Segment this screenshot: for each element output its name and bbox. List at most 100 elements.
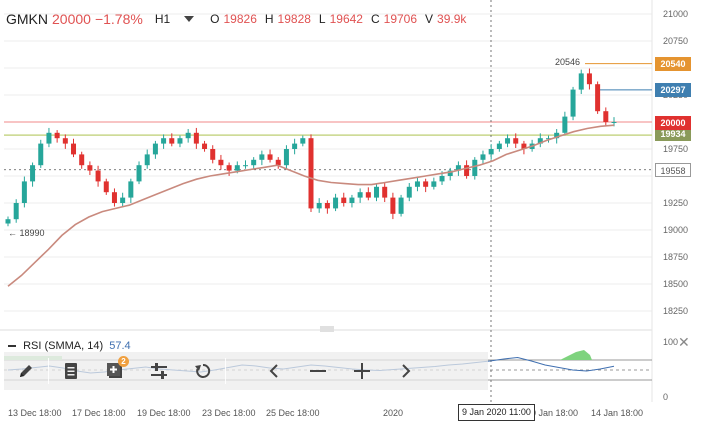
time-tick: 17 Dec 18:00 — [72, 408, 126, 418]
mid-level-badge: 20297 — [655, 83, 691, 97]
candle-body — [365, 192, 371, 198]
candle-body — [242, 165, 248, 167]
candle-body — [21, 181, 27, 203]
price-tick: 20750 — [663, 36, 689, 46]
candle-body — [513, 138, 519, 144]
candle-body — [13, 203, 19, 220]
candle-body — [38, 143, 44, 166]
volume-value: 39.9k — [437, 12, 467, 26]
close-icon[interactable]: ✕ — [678, 334, 690, 350]
candle-body — [357, 192, 363, 198]
time-tick: 25 Dec 18:00 — [266, 408, 320, 418]
rsi-axis-bottom: 0 — [663, 392, 669, 402]
candle-body — [414, 181, 420, 187]
toolbar-divider — [48, 358, 49, 384]
candle-body — [210, 149, 216, 160]
candle-body — [431, 181, 437, 187]
candle-body — [161, 138, 167, 144]
hidden-level-badge: 19934 — [655, 127, 691, 141]
settings-sliders-icon[interactable] — [141, 356, 177, 386]
candle-body — [193, 132, 199, 144]
open-label: O — [210, 12, 220, 26]
notification-badge: 2 — [118, 356, 129, 367]
time-tick: 2020 — [383, 408, 404, 418]
candle-body — [586, 73, 592, 85]
candle-body — [79, 154, 85, 166]
candle-body — [111, 192, 117, 203]
rsi-axis-top: 100 — [663, 337, 679, 347]
chevron-right-icon[interactable] — [388, 356, 424, 386]
time-tick: 23 Dec 18:00 — [202, 408, 256, 418]
candle-body — [218, 159, 224, 166]
candle-body — [611, 122, 617, 123]
candle-body — [603, 111, 609, 122]
toolbar-divider — [225, 358, 226, 384]
candle-body — [447, 170, 453, 176]
close-value: 19706 — [383, 12, 418, 26]
symbol-name[interactable]: GMKN — [6, 11, 48, 27]
pencil-icon[interactable] — [8, 356, 44, 386]
crosshair-date-label: 9 Jan 2020 11:00 — [458, 404, 535, 421]
candle-body — [62, 138, 68, 144]
price-tick: 18250 — [663, 306, 689, 316]
candle-body — [374, 186, 380, 198]
candle-body — [496, 143, 502, 149]
candle-body — [259, 154, 265, 160]
high-label: H — [264, 12, 274, 26]
price-tick: 18500 — [663, 279, 689, 289]
price-tick: 18750 — [663, 252, 689, 262]
candle-body — [455, 165, 461, 171]
candle-body — [169, 138, 175, 144]
candle-body — [595, 84, 601, 112]
candle-body — [464, 165, 470, 176]
low-label: L — [318, 12, 326, 26]
candle-body — [185, 132, 191, 139]
chevron-left-icon[interactable] — [256, 356, 292, 386]
open-value: 19826 — [223, 12, 257, 26]
candle-body — [406, 186, 412, 198]
last-price: 20000 — [52, 11, 91, 27]
price-tick: 19750 — [663, 144, 689, 154]
document-icon[interactable] — [53, 356, 89, 386]
candle-body — [341, 197, 347, 203]
candle-body — [54, 132, 60, 139]
crosshair-price-badge: 19558 — [655, 163, 691, 177]
candle-body — [283, 149, 289, 166]
candle-body — [251, 159, 257, 166]
candle-body — [267, 154, 273, 160]
candle-body — [144, 154, 150, 166]
time-tick: 14 Jan 18:00 — [591, 408, 644, 418]
symbol-header: GMKN 20000 −1.78% H1 O 19826 H 19828 L 1… — [6, 8, 474, 30]
candle-body — [578, 73, 584, 90]
candle-body — [537, 138, 543, 144]
timeframe-selector[interactable]: H1 — [154, 12, 171, 26]
zoom-out-icon[interactable] — [300, 356, 336, 386]
zoom-in-icon[interactable] — [344, 356, 380, 386]
candle-body — [95, 170, 101, 182]
price-tick: 19000 — [663, 225, 689, 235]
add-indicator-icon[interactable]: 2 — [97, 356, 133, 386]
chevron-down-icon[interactable] — [184, 16, 195, 22]
candle-body — [316, 203, 322, 209]
candle-body — [292, 143, 298, 149]
candle-body — [308, 138, 314, 209]
panel-resize-handle — [320, 326, 334, 332]
high-level-badge: 20540 — [655, 57, 691, 71]
time-tick: 13 Dec 18:00 — [8, 408, 62, 418]
candle-body — [234, 165, 240, 171]
candle-body — [570, 89, 576, 117]
undo-icon[interactable] — [185, 356, 221, 386]
candle-body — [472, 159, 478, 176]
close-label: C — [370, 12, 380, 26]
candle-body — [46, 132, 52, 144]
low-value: 19642 — [329, 12, 363, 26]
candle-body — [120, 197, 126, 203]
volume-label: V — [425, 12, 434, 26]
current-price-badge: 20000 — [655, 116, 691, 130]
candle-body — [480, 154, 486, 160]
drawing-toolbar: 2 — [4, 352, 488, 390]
rsi-collapse-icon[interactable] — [8, 345, 16, 348]
candle-body — [333, 197, 339, 209]
candle-body — [554, 132, 560, 139]
candle-body — [71, 143, 77, 155]
